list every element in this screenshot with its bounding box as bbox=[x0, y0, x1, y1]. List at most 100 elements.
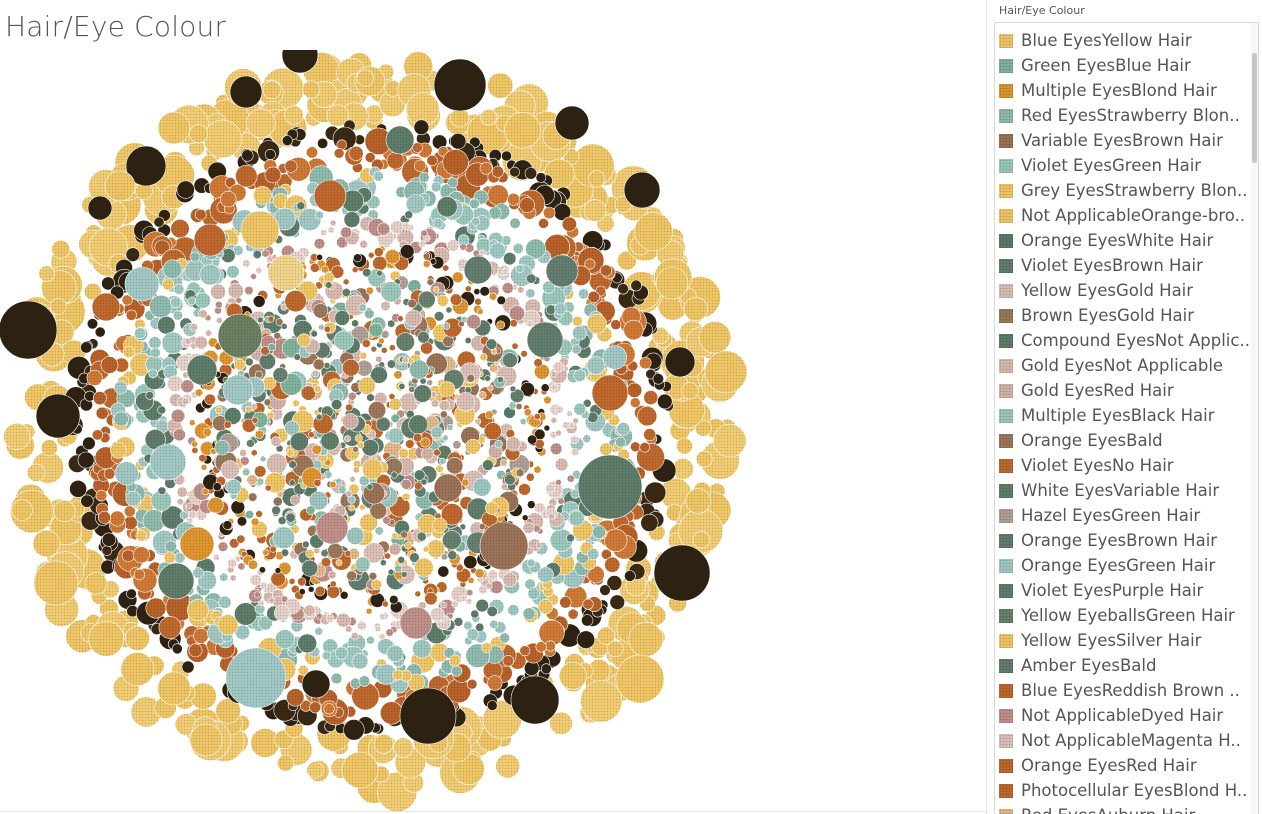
bubble[interactable] bbox=[126, 588, 137, 600]
bubble[interactable] bbox=[330, 672, 343, 685]
bubble[interactable] bbox=[216, 317, 223, 324]
bubble[interactable] bbox=[133, 568, 146, 581]
bubble[interactable] bbox=[368, 571, 378, 581]
bubble[interactable] bbox=[610, 319, 622, 331]
bubble[interactable] bbox=[634, 212, 673, 251]
bubble[interactable] bbox=[303, 604, 316, 617]
bubble[interactable] bbox=[26, 463, 46, 482]
bubble[interactable] bbox=[191, 446, 199, 454]
bubble[interactable] bbox=[150, 347, 161, 358]
bubble[interactable] bbox=[573, 369, 587, 382]
bubble[interactable] bbox=[234, 602, 258, 626]
bubble[interactable] bbox=[191, 440, 198, 448]
bubble[interactable] bbox=[566, 533, 575, 543]
bubble[interactable] bbox=[194, 388, 203, 397]
bubble[interactable] bbox=[321, 650, 332, 661]
bubble[interactable] bbox=[550, 383, 558, 392]
bubble[interactable] bbox=[522, 521, 535, 534]
bubble[interactable] bbox=[242, 467, 251, 477]
bubble[interactable] bbox=[264, 149, 276, 161]
bubble[interactable] bbox=[426, 379, 434, 386]
bubble[interactable] bbox=[321, 265, 329, 274]
bubble[interactable] bbox=[254, 465, 267, 478]
bubble[interactable] bbox=[555, 429, 562, 437]
bubble[interactable] bbox=[366, 635, 375, 645]
bubble[interactable] bbox=[527, 434, 538, 445]
bubble[interactable] bbox=[447, 239, 460, 252]
bubble[interactable] bbox=[685, 488, 711, 514]
bubble[interactable] bbox=[122, 346, 135, 358]
bubble[interactable] bbox=[422, 260, 431, 268]
bubble[interactable] bbox=[542, 206, 556, 220]
bubble[interactable] bbox=[572, 325, 587, 341]
bubble[interactable] bbox=[519, 645, 531, 657]
bubble[interactable] bbox=[167, 375, 184, 392]
bubble[interactable] bbox=[507, 192, 520, 206]
bubble[interactable] bbox=[162, 259, 183, 279]
bubble[interactable] bbox=[192, 567, 204, 579]
bubble[interactable] bbox=[474, 297, 482, 306]
bubble[interactable] bbox=[296, 201, 306, 211]
bubble[interactable] bbox=[284, 159, 298, 173]
bubble[interactable] bbox=[478, 585, 488, 595]
bubble[interactable] bbox=[157, 671, 191, 706]
bubble[interactable] bbox=[543, 424, 551, 432]
bubble[interactable] bbox=[644, 481, 667, 504]
bubble[interactable] bbox=[429, 607, 445, 622]
bubble[interactable] bbox=[426, 278, 435, 286]
bubble[interactable] bbox=[345, 625, 353, 633]
bubble[interactable] bbox=[526, 558, 536, 568]
bubble[interactable] bbox=[340, 226, 352, 239]
bubble[interactable] bbox=[339, 590, 349, 600]
bubble[interactable] bbox=[479, 161, 493, 175]
bubble[interactable] bbox=[379, 613, 386, 621]
bubble[interactable] bbox=[32, 529, 61, 558]
bubble[interactable] bbox=[478, 391, 487, 400]
bubble[interactable] bbox=[189, 323, 198, 332]
bubble[interactable] bbox=[202, 427, 212, 437]
bubble[interactable] bbox=[235, 164, 258, 188]
bubble[interactable] bbox=[466, 678, 478, 690]
bubble[interactable] bbox=[623, 319, 644, 341]
bubble[interactable] bbox=[235, 296, 243, 304]
bubble[interactable] bbox=[38, 265, 56, 282]
bubble[interactable] bbox=[172, 428, 186, 442]
bubble[interactable] bbox=[386, 645, 404, 663]
bubble[interactable] bbox=[413, 119, 430, 136]
bubble[interactable] bbox=[258, 352, 276, 370]
bubble[interactable] bbox=[615, 436, 626, 448]
bubble[interactable] bbox=[386, 151, 405, 170]
bubble[interactable] bbox=[292, 399, 300, 407]
bubble[interactable] bbox=[351, 652, 369, 670]
bubble[interactable] bbox=[356, 69, 374, 87]
bubble[interactable] bbox=[570, 435, 579, 445]
bubble[interactable] bbox=[571, 344, 582, 355]
bubble[interactable] bbox=[523, 408, 532, 417]
bubble[interactable] bbox=[606, 640, 624, 658]
bubble[interactable] bbox=[554, 302, 567, 315]
bubble[interactable] bbox=[51, 240, 71, 259]
bubble[interactable] bbox=[335, 559, 343, 567]
bubble[interactable] bbox=[198, 309, 208, 319]
bubble[interactable] bbox=[519, 197, 535, 213]
bubble[interactable] bbox=[616, 422, 631, 436]
bubble[interactable] bbox=[545, 483, 556, 494]
bubble[interactable] bbox=[157, 316, 176, 335]
bubble[interactable] bbox=[345, 403, 353, 412]
bubble[interactable] bbox=[599, 584, 611, 596]
bubble[interactable] bbox=[213, 554, 220, 561]
bubble[interactable] bbox=[227, 558, 237, 569]
bubble[interactable] bbox=[489, 242, 506, 260]
bubble[interactable] bbox=[486, 700, 498, 711]
bubble[interactable] bbox=[101, 532, 117, 547]
bubble[interactable] bbox=[194, 208, 207, 221]
bubble[interactable] bbox=[97, 510, 111, 524]
bubble[interactable] bbox=[246, 474, 258, 486]
bubble[interactable] bbox=[526, 500, 536, 509]
bubble[interactable] bbox=[245, 510, 255, 520]
bubble[interactable] bbox=[599, 264, 612, 277]
bubble[interactable] bbox=[502, 654, 515, 667]
bubble[interactable] bbox=[508, 401, 517, 410]
bubble[interactable] bbox=[351, 319, 359, 328]
bubble[interactable] bbox=[49, 298, 67, 315]
